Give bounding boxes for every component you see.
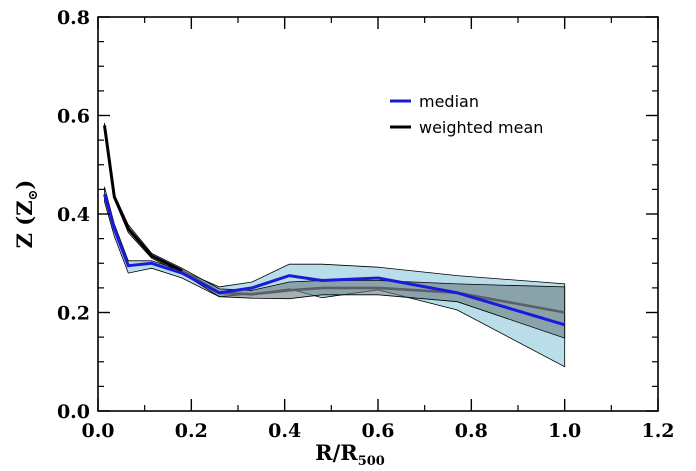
x-tick-label: 1.2 <box>641 420 674 442</box>
y-tick-label: 0.2 <box>57 303 90 325</box>
x-tick-label: 0.8 <box>455 420 488 442</box>
tick-labels: 0.0 0.2 0.4 0.6 0.8 1.0 1.2 0.0 0.2 0.4 0.6 0.8 <box>57 7 675 442</box>
y-tick-label: 0.4 <box>57 204 90 226</box>
x-tick-label: 0.4 <box>268 420 301 442</box>
y-tick-label: 0.0 <box>57 401 90 423</box>
band-median <box>104 186 566 368</box>
x-axis-title-subscript: 500 <box>358 454 385 469</box>
line-median <box>103 193 566 327</box>
x-axis-title: R/R500 <box>315 440 385 469</box>
x-tick-label: 0.0 <box>81 420 114 442</box>
y-axis-title: Z (Z⊙) <box>12 180 41 249</box>
x-tick-label: 0.6 <box>361 420 394 442</box>
legend: median weighted mean <box>390 92 543 137</box>
y-axis-title-main: Z (Z <box>12 200 37 248</box>
x-tick-label: 1.0 <box>548 420 581 442</box>
uncertainty-bands <box>104 122 566 368</box>
legend-label-weighted-mean: weighted mean <box>419 118 543 137</box>
y-tick-label: 0.8 <box>57 7 90 29</box>
plot-frame <box>97 16 659 412</box>
y-tick-label: 0.6 <box>57 106 90 128</box>
y-axis-title-close: ) <box>12 180 37 190</box>
x-axis-title-main: R/R <box>315 440 358 465</box>
series-lines <box>103 125 566 327</box>
band-weighted-mean <box>104 122 566 339</box>
x-tick-label: 0.2 <box>175 420 208 442</box>
line-weighted-mean-inner <box>103 125 183 272</box>
legend-label-median: median <box>419 92 479 111</box>
y-axis-title-sun-symbol: ⊙ <box>26 190 41 201</box>
axis-ticks <box>97 16 659 412</box>
